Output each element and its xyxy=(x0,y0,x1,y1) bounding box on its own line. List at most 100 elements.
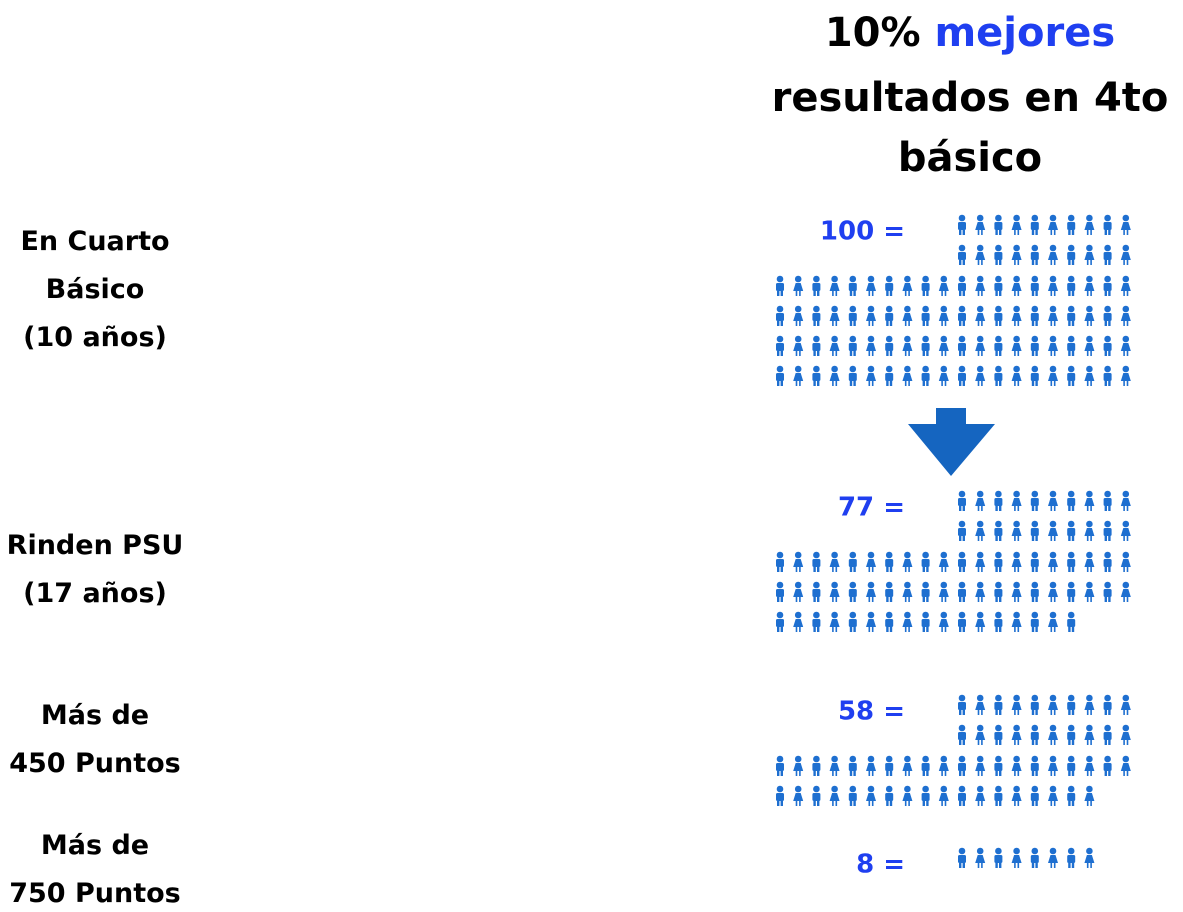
icon-girl xyxy=(1084,275,1095,296)
icon-boy xyxy=(921,755,930,776)
icon-body xyxy=(885,763,894,771)
icon-leg xyxy=(1053,230,1056,235)
icon-leg xyxy=(981,801,983,806)
icon-dress xyxy=(975,528,986,536)
icon-leg xyxy=(886,381,889,386)
icon-leg xyxy=(780,321,783,326)
icon-leg xyxy=(799,291,801,296)
icon-body xyxy=(848,589,857,597)
icon-head xyxy=(958,724,966,732)
icon-leg xyxy=(999,801,1002,806)
icon-leg xyxy=(868,801,871,806)
icon-boy xyxy=(1030,551,1039,572)
icon-head xyxy=(1031,724,1039,732)
icon-leg xyxy=(1090,230,1092,235)
icon-body xyxy=(812,793,821,801)
icon-leg xyxy=(941,351,943,356)
icon-girl xyxy=(793,785,804,806)
icon-leg xyxy=(981,291,983,296)
icon-boy xyxy=(1030,365,1039,386)
icon-boy xyxy=(1030,214,1039,235)
icon-boy xyxy=(1103,581,1112,602)
icon-body xyxy=(1030,498,1039,506)
icon-girl xyxy=(975,755,986,776)
icon-girl xyxy=(866,755,876,776)
icon-head xyxy=(885,551,893,559)
icon-body xyxy=(1067,702,1076,710)
icon-leg xyxy=(835,351,838,356)
icon-head xyxy=(976,305,984,313)
icon-head xyxy=(885,755,893,763)
icon-leg xyxy=(926,627,929,632)
icon-dress xyxy=(902,763,913,771)
icon-body xyxy=(1030,283,1039,291)
icon-leg xyxy=(977,771,980,776)
icon-leg xyxy=(1104,321,1107,326)
icon-leg xyxy=(1126,230,1129,235)
icon-leg xyxy=(941,567,943,572)
icon-dress xyxy=(866,559,876,567)
icon-leg xyxy=(995,567,998,572)
icon-leg xyxy=(962,260,965,265)
icon-head xyxy=(1013,694,1020,702)
icon-head xyxy=(958,755,966,763)
icon-dress xyxy=(975,252,986,260)
icon-leg xyxy=(1108,291,1111,296)
icon-leg xyxy=(1104,351,1107,356)
icon-head xyxy=(813,365,820,373)
icon-head xyxy=(813,611,820,619)
icon-boy xyxy=(885,275,894,296)
icon-leg xyxy=(889,801,893,806)
icon-body xyxy=(1103,222,1112,230)
icon-boy xyxy=(812,785,821,806)
icon-body xyxy=(994,498,1003,506)
icon-leg xyxy=(1126,710,1129,715)
icon-boy xyxy=(848,365,857,386)
icon-girl xyxy=(1011,785,1022,806)
icon-leg xyxy=(999,230,1002,235)
icon-leg xyxy=(1126,321,1129,326)
icon-leg xyxy=(1108,740,1111,745)
icon-leg xyxy=(999,771,1002,776)
icon-leg xyxy=(1031,863,1035,868)
icon-head xyxy=(1086,305,1093,313)
icon-leg xyxy=(1035,863,1038,868)
icon-leg xyxy=(941,291,943,296)
icon-girl xyxy=(1120,694,1131,715)
icon-leg xyxy=(1017,801,1020,806)
icon-leg xyxy=(780,351,783,356)
icon-girl xyxy=(975,611,986,632)
icon-leg xyxy=(835,321,838,326)
icon-dress xyxy=(1084,343,1095,351)
icon-leg xyxy=(995,863,998,868)
icon-head xyxy=(867,611,875,619)
icon-leg xyxy=(904,597,907,602)
icon-leg xyxy=(813,291,816,296)
icon-boy xyxy=(812,611,821,632)
icon-body xyxy=(958,343,966,351)
icon-leg xyxy=(886,801,889,806)
icon-leg xyxy=(886,597,889,602)
icon-body xyxy=(1103,589,1112,597)
icon-leg xyxy=(1090,321,1092,326)
icon-body xyxy=(776,793,784,801)
icon-leg xyxy=(780,567,783,572)
icon-head xyxy=(885,611,893,619)
icon-head xyxy=(940,365,948,373)
icon-leg xyxy=(1014,863,1016,868)
icon-head xyxy=(1104,694,1111,702)
icon-boy xyxy=(1030,694,1039,715)
icon-head xyxy=(976,847,984,855)
icon-dress xyxy=(938,373,949,381)
icon-leg xyxy=(1090,863,1092,868)
icon-dress xyxy=(1048,855,1058,863)
icon-leg xyxy=(813,801,816,806)
icon-dress xyxy=(902,283,913,291)
icon-head xyxy=(958,520,966,528)
icon-leg xyxy=(777,567,780,572)
icon-body xyxy=(1030,793,1039,801)
icon-leg xyxy=(1017,506,1020,511)
icon-girl xyxy=(902,335,913,356)
icon-leg xyxy=(871,597,874,602)
icon-dress xyxy=(829,373,840,381)
